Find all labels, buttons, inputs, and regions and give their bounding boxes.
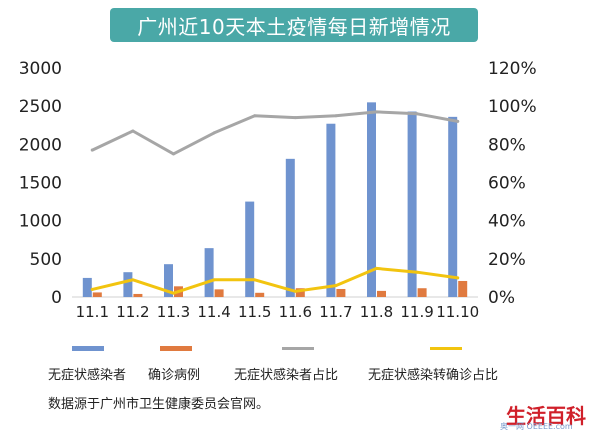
line-converted-ratio-point bbox=[334, 284, 338, 288]
y-right-tick-label: 40% bbox=[488, 212, 526, 232]
x-tick-label: 11.5 bbox=[238, 303, 271, 321]
legend-swatch-asymptomatic bbox=[72, 346, 104, 351]
legend-label-converted-ratio: 无症状感染转确诊占比 bbox=[368, 368, 499, 383]
chart-legend: 无症状感染者 确诊病例 无症状感染者占比 无症状感染转确诊占比 bbox=[0, 338, 594, 383]
line-converted-ratio bbox=[90, 266, 460, 295]
bar-confirmed bbox=[92, 292, 102, 297]
watermark-subtext: 奥一网 OEEEE.com bbox=[500, 422, 573, 431]
line-asym-ratio-point bbox=[253, 114, 257, 118]
x-tick-label: 11.8 bbox=[360, 303, 393, 321]
y-left-tick-label: 1000 bbox=[19, 212, 62, 232]
x-tick-label: 11.10 bbox=[436, 303, 479, 321]
line-asym-ratio-point bbox=[375, 110, 378, 114]
legend-label-asym-ratio: 无症状感染者占比 bbox=[234, 368, 339, 383]
line-converted-ratio-point bbox=[172, 291, 175, 295]
line-asym-ratio-point bbox=[172, 152, 175, 156]
source-note: 数据源于广州市卫生健康委员会官网。 bbox=[48, 397, 270, 412]
line-asym-ratio-point bbox=[456, 119, 460, 123]
y-right-tick-label: 120% bbox=[488, 59, 537, 79]
bar-confirmed bbox=[377, 290, 386, 297]
x-tick-label: 11.4 bbox=[197, 303, 230, 321]
y-left-tick-label: 3000 bbox=[19, 59, 62, 79]
bar-confirmed bbox=[417, 288, 427, 297]
bar-asymptomatic bbox=[204, 248, 214, 297]
bar-asymptomatic bbox=[407, 111, 417, 297]
chart-plot: 0 500 1000 1500 2000 2500 3000 0% 20% 40% 60% 80% 10… bbox=[19, 59, 537, 321]
bar-asymptomatic bbox=[164, 264, 173, 297]
y-right-tick-label: 100% bbox=[488, 97, 537, 117]
bar-confirmed bbox=[295, 288, 305, 297]
y-left-tick-label: 500 bbox=[30, 250, 62, 270]
line-asym-ratio-point bbox=[415, 112, 419, 116]
bar-confirmed bbox=[336, 288, 346, 297]
bar-confirmed bbox=[214, 289, 224, 297]
line-asym-ratio-point bbox=[212, 131, 216, 135]
line-converted-ratio-point bbox=[90, 287, 94, 291]
bar-asymptomatic bbox=[285, 158, 295, 297]
x-tick-label: 11.3 bbox=[157, 303, 190, 321]
bar-asymptomatic bbox=[448, 116, 458, 297]
line-converted-ratio-point bbox=[293, 289, 297, 293]
y-left-tick-label: 2000 bbox=[19, 135, 62, 155]
line-asym-ratio-point bbox=[131, 129, 135, 133]
chart-title: 广州近10天本土疫情每日新增情况 bbox=[137, 14, 451, 39]
line-converted-ratio-point bbox=[456, 276, 460, 280]
line-asym-ratio-point bbox=[293, 116, 297, 120]
y-right-tick-label: 20% bbox=[488, 250, 526, 270]
bar-asymptomatic bbox=[123, 272, 133, 297]
y-left-tick-label: 2500 bbox=[19, 97, 62, 117]
legend-label-confirmed: 确诊病例 bbox=[148, 368, 201, 383]
legend-swatch-asym-ratio bbox=[282, 347, 314, 350]
line-converted-ratio-point bbox=[415, 270, 419, 274]
bar-asymptomatic bbox=[367, 102, 376, 297]
legend-swatch-confirmed bbox=[160, 346, 192, 351]
bar-confirmed bbox=[458, 280, 468, 297]
bar-asymptomatic bbox=[326, 123, 336, 298]
line-asym-ratio bbox=[90, 110, 460, 156]
y-left-tick-label: 1500 bbox=[19, 174, 62, 194]
y-right-tick-label: 80% bbox=[488, 135, 526, 155]
y-left-tick-label: 0 bbox=[51, 288, 62, 308]
chart-title-banner: 广州近10天本土疫情每日新增情况 bbox=[110, 8, 478, 42]
line-converted-ratio-point bbox=[212, 278, 216, 282]
x-tick-label: 11.9 bbox=[400, 303, 433, 321]
bar-asymptomatic bbox=[245, 201, 255, 297]
line-converted-ratio-point bbox=[375, 266, 378, 270]
line-converted-ratio-point bbox=[253, 278, 257, 282]
bar-confirmed bbox=[133, 293, 143, 297]
y-right-tick-label: 0% bbox=[488, 288, 515, 308]
bar-asymptomatic bbox=[82, 277, 92, 297]
y-right-tick-label: 60% bbox=[488, 174, 526, 194]
x-tick-label: 11.1 bbox=[76, 303, 109, 321]
legend-label-asymptomatic: 无症状感染者 bbox=[48, 368, 127, 383]
x-tick-label: 11.2 bbox=[116, 303, 149, 321]
x-tick-label: 11.7 bbox=[319, 303, 352, 321]
x-tick-label: 11.6 bbox=[279, 303, 312, 321]
watermark-logo: 生活百科 bbox=[506, 404, 586, 428]
bar-confirmed bbox=[255, 292, 265, 297]
legend-swatch-converted-ratio bbox=[430, 347, 462, 350]
line-converted-ratio-point bbox=[131, 278, 135, 282]
line-asym-ratio-point bbox=[334, 114, 338, 118]
line-asym-ratio-point bbox=[90, 148, 94, 152]
